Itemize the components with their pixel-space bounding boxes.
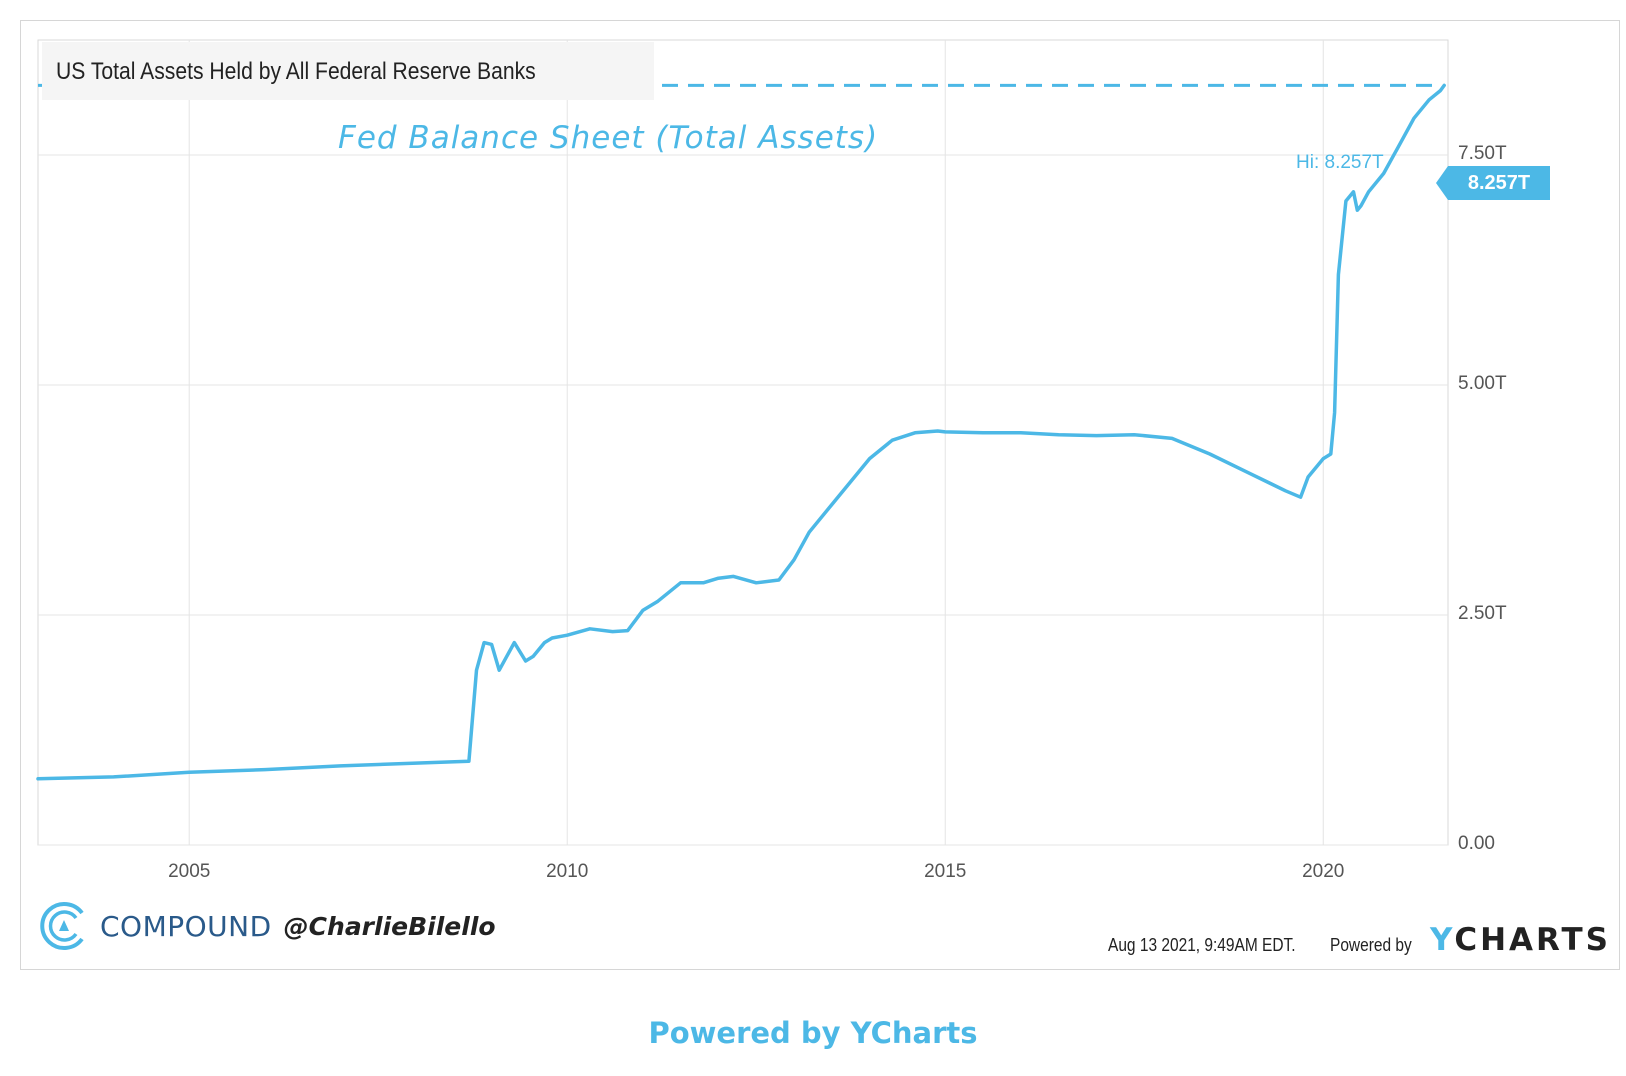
chart-title: US Total Assets Held by All Federal Rese… bbox=[56, 58, 536, 85]
last-value-badge: 8.257T bbox=[1436, 166, 1550, 200]
plot-border bbox=[37, 39, 1449, 846]
chart-frame bbox=[20, 20, 1620, 970]
y-tick-label: 2.50T bbox=[1458, 603, 1507, 624]
compound-logo-icon bbox=[40, 902, 84, 950]
y-tick-label: 5.00T bbox=[1458, 373, 1507, 394]
x-tick-label: 2020 bbox=[1302, 861, 1345, 882]
y-tick-label: 0.00 bbox=[1458, 833, 1495, 854]
x-tick-label: 2005 bbox=[168, 861, 211, 882]
chart-annotation: Fed Balance Sheet (Total Assets) bbox=[338, 120, 879, 156]
hi-label: Hi: 8.257T bbox=[1296, 152, 1384, 173]
compound-name: COMPOUND bbox=[100, 909, 272, 943]
y-tick-label: 7.50T bbox=[1458, 143, 1507, 164]
series-line bbox=[36, 83, 1446, 781]
ycharts-logo: YCHARTS bbox=[1430, 922, 1611, 958]
title-box bbox=[42, 42, 654, 100]
author-handle: @CharlieBilello bbox=[283, 911, 496, 941]
powered-by-link[interactable]: Powered by YCharts bbox=[648, 1016, 978, 1050]
timestamp: Aug 13 2021, 9:49AM EDT. bbox=[1108, 935, 1296, 955]
x-tick-label: 2015 bbox=[924, 861, 967, 882]
powered-by-label: Powered by bbox=[1330, 935, 1412, 955]
ycharts-logo-text: CHARTS bbox=[1454, 922, 1611, 958]
ycharts-logo-y: Y bbox=[1430, 922, 1455, 958]
x-tick-label: 2010 bbox=[546, 861, 589, 882]
compound-brand: COMPOUND @CharlieBilello bbox=[38, 898, 496, 954]
